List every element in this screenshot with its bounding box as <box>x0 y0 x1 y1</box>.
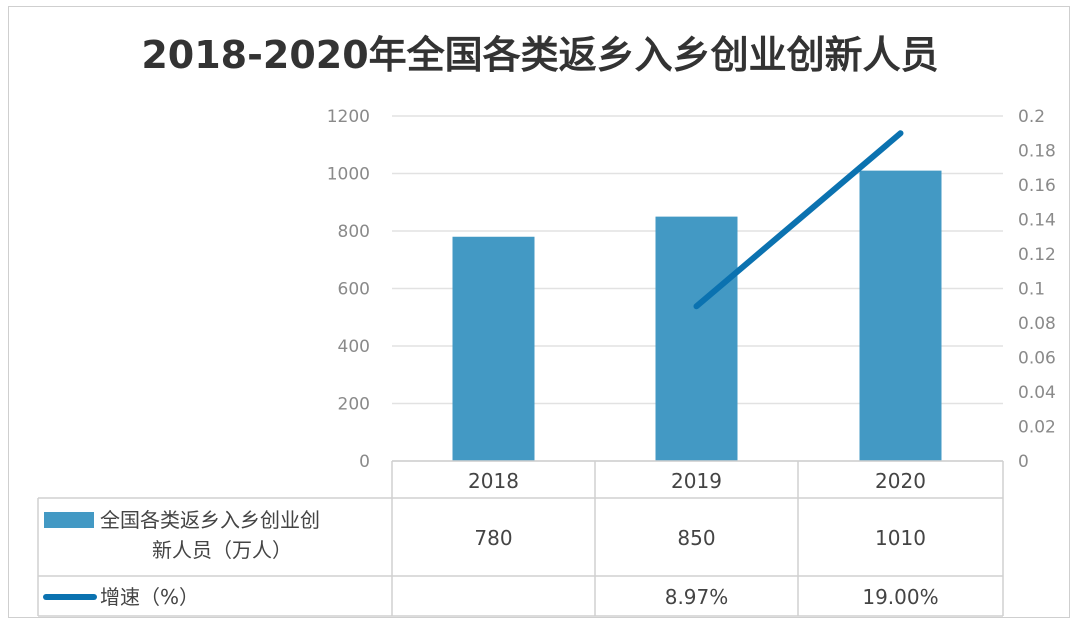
growth-value-cell: 8.97% <box>665 585 729 609</box>
left-axis-tick: 800 <box>338 222 370 242</box>
bar-value-cell: 780 <box>474 526 512 550</box>
left-axis-tick: 600 <box>338 280 370 300</box>
chart-title: 2018-2020年全国各类返乡入乡创业创新人员 <box>141 33 939 77</box>
right-axis-tick: 0.16 <box>1018 176 1056 196</box>
right-axis-tick: 0.14 <box>1018 211 1056 231</box>
right-axis-tick: 0.2 <box>1018 107 1045 127</box>
left-axis-tick: 1200 <box>327 107 370 127</box>
right-axis-tick: 0.02 <box>1018 418 1056 438</box>
category-label: 2019 <box>671 469 722 493</box>
line-series-name: 增速（%） <box>100 585 199 609</box>
bar-legend-swatch <box>44 512 94 528</box>
category-label: 2020 <box>875 469 926 493</box>
growth-line <box>693 130 904 310</box>
left-axis-tick: 0 <box>359 452 370 472</box>
right-axis-tick: 0.12 <box>1018 245 1056 265</box>
left-axis-tick: 200 <box>338 395 370 415</box>
right-axis-tick: 0.1 <box>1018 280 1045 300</box>
bar-value-cell: 1010 <box>875 526 926 550</box>
left-axis-tick: 400 <box>338 337 370 357</box>
right-axis-tick: 0.18 <box>1018 142 1056 162</box>
right-axis-tick: 0.06 <box>1018 349 1056 369</box>
bar-series-name-line1: 全国各类返乡入乡创业创 <box>100 508 320 532</box>
bar-value-cell: 850 <box>677 526 715 550</box>
bar-2020 <box>859 170 942 461</box>
bar-2018 <box>452 236 535 461</box>
left-axis-tick: 1000 <box>327 165 370 185</box>
bar-2019 <box>655 216 738 461</box>
right-axis-tick: 0 <box>1018 452 1029 472</box>
right-axis-tick: 0.08 <box>1018 314 1056 334</box>
growth-value-cell: 19.00% <box>862 585 938 609</box>
bar-series-name-line2: 新人员（万人） <box>152 538 292 562</box>
right-axis-tick: 0.04 <box>1018 383 1056 403</box>
chart-frame <box>8 6 1070 618</box>
category-label: 2018 <box>468 469 519 493</box>
